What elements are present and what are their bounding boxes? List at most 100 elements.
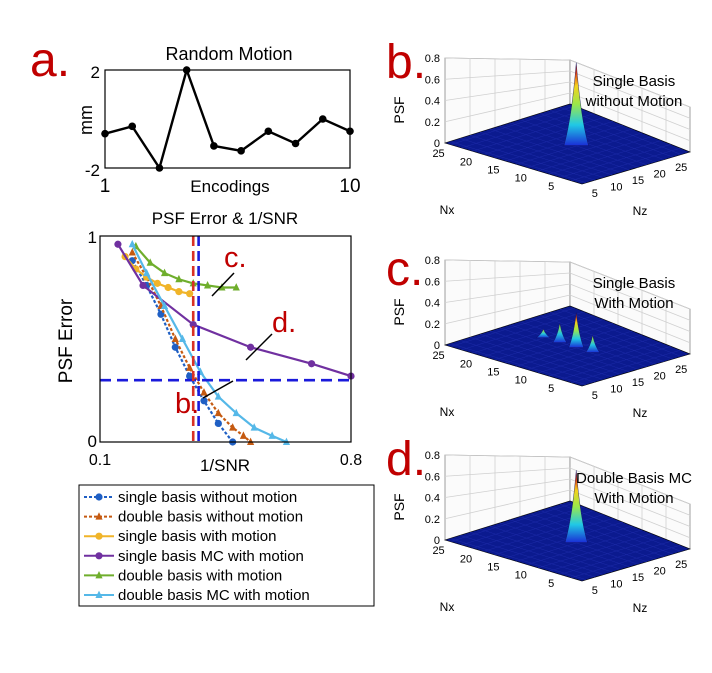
psf-error-axes — [99, 235, 352, 443]
surface-nz-tick: 20 — [653, 566, 665, 578]
surface-peak-1 — [563, 62, 589, 146]
surface-floor-mesh — [549, 342, 662, 377]
psf-series-3-point-5 — [164, 283, 172, 292]
surface-xlabel: Nx — [440, 600, 455, 614]
psf-series-6-point-3 — [160, 301, 169, 310]
surface-floor-mesh — [527, 529, 643, 565]
surface-ylabel: Nz — [633, 601, 648, 615]
surface-title-line-1: Single Basis — [593, 73, 676, 90]
psf-series-1-point-7 — [214, 419, 222, 428]
surface-floor-mesh — [479, 333, 613, 378]
surface-ztick: 0.2 — [425, 117, 440, 129]
psf-series-line-1 — [131, 260, 234, 443]
rm-ytick-bottom: -2 — [85, 161, 100, 180]
surface-floor-mesh — [449, 538, 587, 580]
surface-nx-tick: 20 — [460, 156, 472, 168]
surface-zgrid — [444, 489, 691, 539]
surface-floor-mesh — [479, 528, 613, 573]
surface-ztick: 0.8 — [425, 53, 440, 65]
surface-ztick: 0.6 — [425, 74, 440, 86]
callout-b-arrow — [202, 380, 234, 399]
psf-series-6-point-1 — [128, 239, 136, 248]
psf-series-4-point-4 — [247, 343, 255, 351]
surface-nx-tick: 25 — [432, 148, 444, 160]
psf-series-5-point-7 — [218, 283, 226, 291]
psf-series-6-point-8 — [250, 423, 258, 431]
surface-nz-tick: 10 — [610, 181, 622, 193]
surface-floor-mesh — [450, 307, 575, 347]
psf-series-2-point-9 — [239, 431, 248, 439]
legend-label-4: single basis MC with motion — [118, 548, 304, 565]
legend-marker-3 — [95, 532, 103, 540]
psf-series-1-point-6 — [200, 397, 208, 405]
surface-nz-tick: 15 — [632, 377, 644, 389]
random-motion-point-1 — [101, 129, 109, 138]
random-motion-point-10 — [346, 127, 354, 136]
surface-floor-mesh — [469, 531, 604, 575]
surface-zgrid — [444, 81, 691, 130]
pe-xtick-right: 0.8 — [340, 452, 362, 469]
surface-floor-mesh — [538, 136, 652, 172]
legend-marker-5 — [95, 571, 103, 579]
surface-title-line-1: Single Basis — [593, 275, 676, 292]
surface-peak-1 — [535, 328, 552, 338]
surface-floor-mesh — [450, 502, 575, 542]
pe-xtick-left: 0.1 — [89, 452, 111, 469]
surface-floor-mesh — [539, 315, 665, 362]
surface-floor-mesh — [549, 140, 662, 175]
rm-xtick-right: 10 — [339, 176, 360, 197]
surface-floor-mesh — [461, 506, 585, 546]
random-motion-line — [104, 66, 351, 171]
surface-zgrid — [444, 478, 691, 527]
surface-nx-tick: 10 — [515, 173, 527, 185]
surface-floor-mesh — [539, 510, 665, 557]
psf-series-5-point-3 — [160, 268, 169, 277]
surface-ztick: 0 — [434, 340, 440, 352]
surface-ztick: 0.6 — [425, 471, 440, 483]
psf-series-3-point-4 — [153, 279, 161, 287]
surface-ztick: 0 — [434, 535, 440, 547]
psf-series-6-point-10 — [282, 437, 291, 445]
surface-floor-mesh — [539, 113, 665, 160]
pe-xlabel: 1/SNR — [200, 456, 250, 475]
surface-title-line-2: without Motion — [585, 93, 683, 110]
psf-series-4-point-5 — [307, 360, 316, 368]
psf-series-2-point-5 — [186, 363, 194, 371]
surface-floor-mesh — [499, 125, 630, 171]
surface-floor-mesh — [570, 349, 681, 383]
callout-b: b. — [175, 388, 199, 420]
surface-ztick: 0.4 — [425, 96, 440, 108]
psf-series-6-point-9 — [268, 431, 276, 439]
psf-series-4-point-1 — [114, 240, 122, 248]
surface-floor-mesh — [527, 334, 643, 370]
callout-c: c. — [224, 242, 247, 274]
surface-zgrid — [444, 272, 691, 321]
legend-marker-4 — [95, 552, 103, 560]
surface-floor-mesh — [505, 326, 623, 364]
surface-peak-1 — [564, 470, 588, 543]
surface-nz-tick: 15 — [632, 175, 644, 187]
surface-floor-mesh — [459, 138, 596, 181]
surface-nx-tick: 5 — [548, 383, 554, 395]
surface-floor-mesh — [519, 321, 647, 368]
surface-peak-4 — [585, 335, 601, 353]
surface-floor-mesh — [549, 537, 662, 572]
surface-xlabel: Nx — [440, 405, 455, 419]
surface-nx-tick: 20 — [460, 553, 472, 565]
psf-series-2-point-4 — [171, 334, 179, 342]
rm-ytick-top: 2 — [91, 63, 100, 82]
surface-nz-tick: 5 — [592, 585, 598, 597]
psf-series-1-point-4 — [171, 343, 179, 351]
surface-floor-mesh — [529, 513, 656, 560]
surface-nx-tick: 15 — [487, 562, 499, 574]
legend-marker-6 — [95, 590, 103, 598]
surface-floor-mesh — [459, 535, 596, 578]
surface-nz-tick: 25 — [675, 162, 687, 174]
surface-floor-mesh — [489, 525, 621, 570]
surface-nx-tick: 25 — [432, 545, 444, 557]
surface-ztick: 0.8 — [425, 450, 440, 462]
legend-marker-1 — [95, 493, 103, 501]
surface-floor-mesh — [461, 311, 585, 351]
